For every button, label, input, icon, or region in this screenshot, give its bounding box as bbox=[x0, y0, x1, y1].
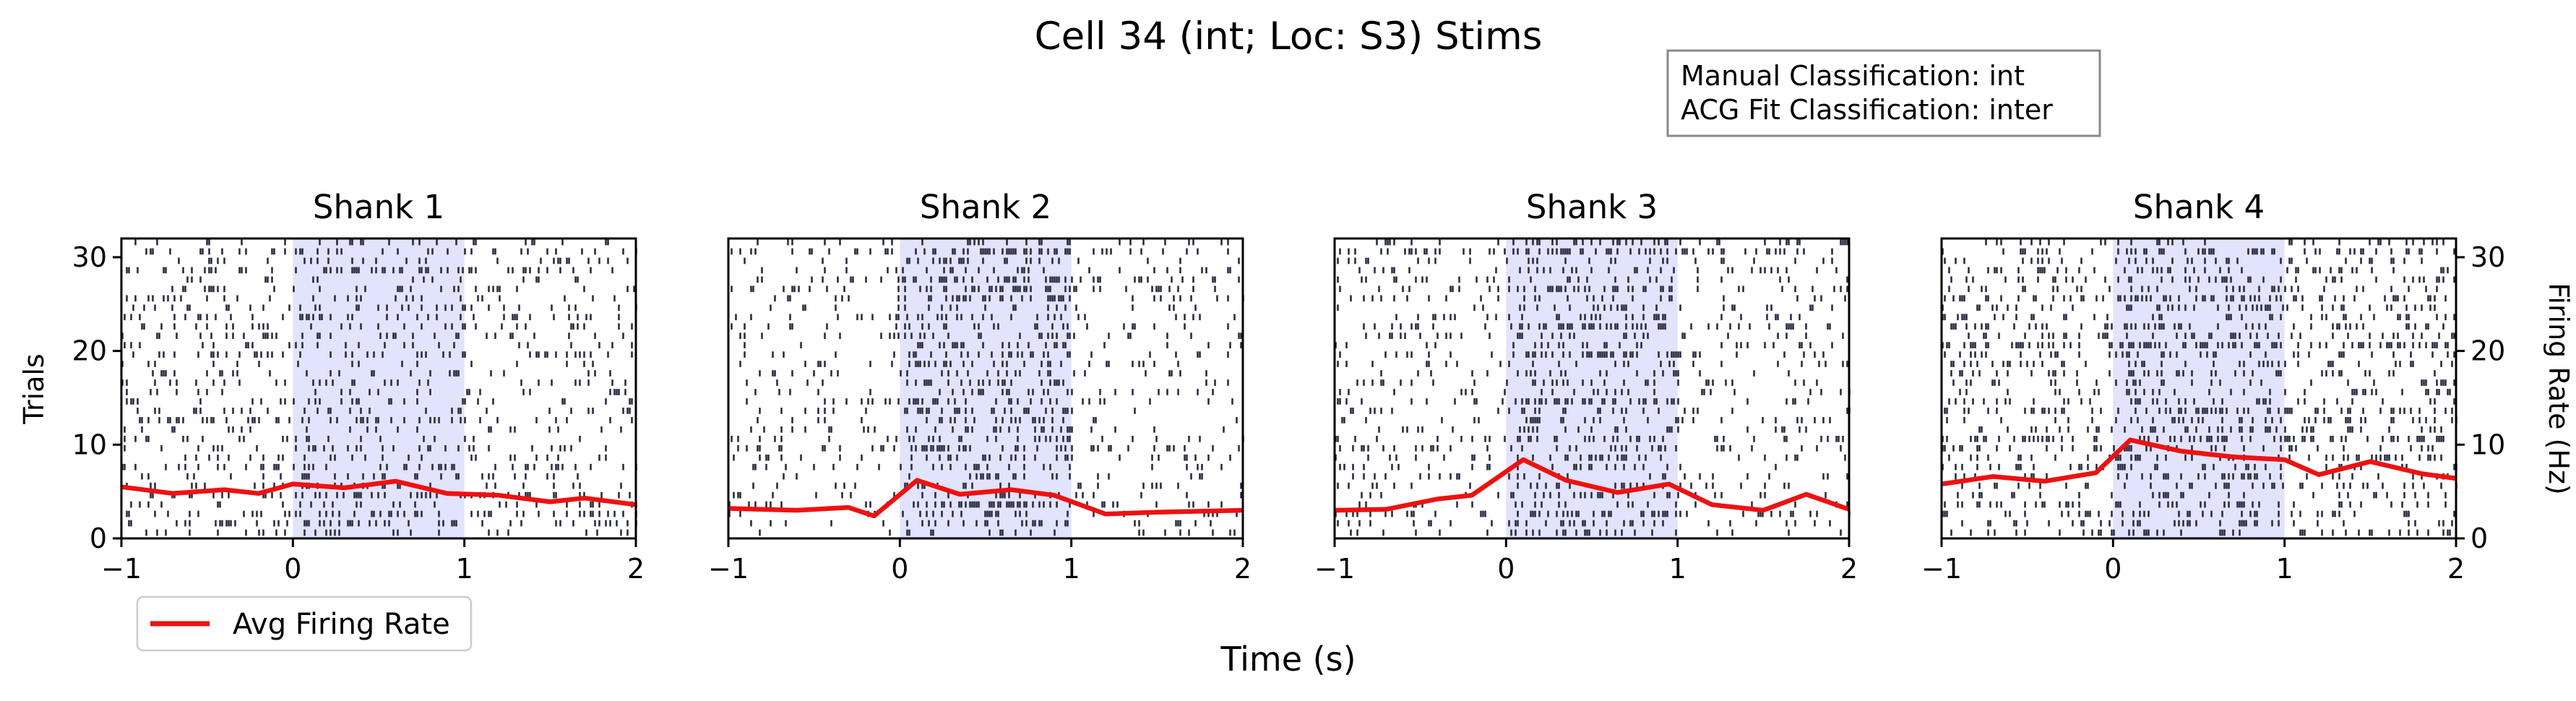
x-tick-label: 0 bbox=[891, 553, 908, 585]
info-box-line-1: Manual Classification: int bbox=[1681, 60, 2025, 92]
x-tick-label: 2 bbox=[2447, 553, 2465, 585]
axes-frame bbox=[1333, 237, 1851, 540]
x-tick-label: −1 bbox=[101, 553, 142, 585]
y-tick-label: 20 bbox=[2471, 335, 2505, 367]
panel-title: Shank 1 bbox=[313, 188, 444, 226]
x-tick-label: 1 bbox=[1669, 553, 1687, 585]
x-tick-label: 0 bbox=[284, 553, 301, 585]
x-tick-label: 2 bbox=[1840, 553, 1858, 585]
legend-label: Avg Firing Rate bbox=[233, 608, 450, 641]
avg-firing-rate-line bbox=[1334, 457, 1851, 513]
x-axis-label: Time (s) bbox=[1220, 640, 1356, 679]
axes-frame bbox=[1940, 237, 2457, 540]
y-axis-label-right: Firing Rate (Hz) bbox=[2543, 283, 2575, 495]
avg-firing-rate-line bbox=[728, 478, 1244, 519]
x-tick-label: 1 bbox=[2276, 553, 2293, 585]
x-tick-label: −1 bbox=[708, 553, 749, 585]
y-tick-label: 0 bbox=[90, 522, 107, 554]
x-tick-label: 0 bbox=[2104, 553, 2121, 585]
panel-title: Shank 4 bbox=[2133, 188, 2265, 226]
y-tick-label: 10 bbox=[2471, 429, 2505, 460]
info-box-line-2: ACG Fit Classification: inter bbox=[1681, 94, 2053, 126]
x-tick-label: 2 bbox=[627, 553, 645, 585]
spike-raster bbox=[1335, 238, 1851, 536]
x-tick-label: −1 bbox=[1314, 553, 1355, 585]
stim-window bbox=[2113, 238, 2285, 538]
stim-window bbox=[900, 238, 1072, 538]
x-tick-label: 1 bbox=[1063, 553, 1080, 585]
avg-firing-rate-line bbox=[121, 478, 637, 507]
info-box: Manual Classification: int ACG Fit Class… bbox=[1666, 49, 2101, 137]
figure-title: Cell 34 (int; Loc: S3) Stims bbox=[1035, 14, 1543, 59]
panel-title: Shank 3 bbox=[1526, 188, 1658, 226]
y-tick-label: 20 bbox=[72, 335, 107, 367]
panel-shank-2: Shank 2 −1 0 1 2 bbox=[708, 188, 1252, 585]
legend: Avg Firing Rate bbox=[136, 595, 473, 652]
spike-raster bbox=[1942, 238, 2457, 536]
panel-title: Shank 2 bbox=[920, 188, 1051, 226]
x-tick-label: 0 bbox=[1497, 553, 1515, 585]
y-tick-label: 0 bbox=[2471, 522, 2488, 554]
spike-raster bbox=[728, 238, 1244, 536]
y-tick-label: 30 bbox=[2471, 241, 2505, 273]
panel-shank-3: Shank 3 −1 0 1 2 bbox=[1314, 188, 1858, 585]
avg-firing-rate-line bbox=[1941, 437, 2457, 487]
legend-box bbox=[136, 595, 473, 652]
spike-raster bbox=[121, 238, 637, 536]
x-tick-label: 2 bbox=[1234, 553, 1252, 585]
x-tick-label: 1 bbox=[456, 553, 473, 585]
axes-frame bbox=[727, 237, 1244, 540]
y-tick-label: 30 bbox=[72, 241, 107, 273]
y-tick-label: 10 bbox=[72, 429, 107, 460]
axes-frame bbox=[120, 237, 637, 540]
y-axis-label-left: Trials bbox=[18, 353, 50, 424]
x-tick-label: −1 bbox=[1921, 553, 1962, 585]
